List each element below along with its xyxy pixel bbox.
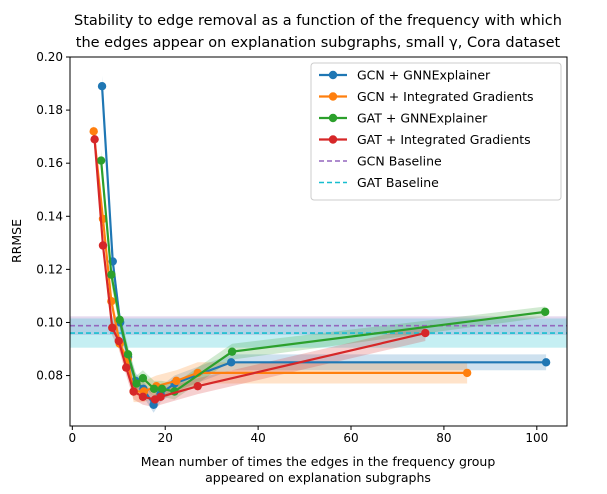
x-tick-label-0: 0 [69, 431, 77, 445]
series-0-point-10 [541, 358, 551, 367]
x-tick-label-3: 60 [343, 431, 358, 445]
data-series [89, 82, 551, 409]
series-3-point-6 [138, 392, 148, 401]
chart-title-line-2: the edges appear on explanation subgraph… [76, 35, 561, 51]
series-2-point-7 [157, 384, 167, 394]
series-3-point-5 [129, 387, 138, 396]
series-2-point-5 [138, 374, 148, 383]
series-3-point-2 [108, 323, 117, 332]
series-3-point-9 [193, 381, 202, 391]
legend-box [310, 62, 562, 201]
series-2-point-6 [149, 384, 159, 394]
series-3-point-0 [90, 135, 99, 144]
series-1-point-8 [172, 376, 181, 386]
series-1-point-0 [89, 127, 98, 136]
series-3-point-8 [156, 392, 165, 401]
series-1-point-10 [462, 368, 472, 378]
y-tick-label-2: 0.12 [36, 262, 63, 276]
y-axis-ticks: 0.08 0.10 0.12 0.14 0.16 0.18 0.20 [36, 50, 70, 383]
series-0-point-9 [226, 358, 236, 367]
x-tick-label-2: 40 [250, 431, 265, 445]
legend-label-0: GCN + GNNExplainer [357, 68, 491, 83]
y-tick-label-6: 0.20 [36, 50, 63, 64]
y-tick-label-4: 0.16 [36, 156, 63, 170]
legend-label-2: GAT + GNNExplainer [357, 111, 488, 126]
legend-label-5: GAT Baseline [357, 175, 439, 190]
series-band-2 [101, 149, 546, 400]
series-3-point-10 [421, 328, 430, 338]
y-axis-label: RRMSE [9, 219, 24, 263]
series-2-point-10 [540, 307, 550, 317]
series-2-point-0 [96, 156, 106, 165]
legend-label-4: GCN Baseline [357, 154, 442, 169]
x-axis-label-line-2: appeared on explanation subgraphs [205, 470, 431, 485]
series-2-point-9 [227, 347, 237, 356]
series-3-point-3 [114, 336, 123, 346]
legend-marker-0 [328, 70, 338, 80]
legend-label-3: GAT + Integrated Gradients [357, 132, 531, 147]
legend-marker-3 [328, 135, 338, 144]
baseline-lines [70, 324, 567, 334]
legend-marker-1 [328, 92, 338, 101]
y-tick-label-5: 0.18 [36, 103, 63, 117]
y-tick-label-0: 0.08 [36, 369, 63, 383]
plot-frame [69, 56, 568, 427]
y-tick-label-1: 0.10 [36, 315, 63, 329]
y-tick-label-3: 0.14 [36, 209, 63, 223]
x-tick-label-1: 20 [158, 431, 173, 445]
series-2-point-4 [132, 379, 141, 388]
series-3-point-4 [122, 363, 131, 372]
legend-label-1: GCN + Integrated Gradients [357, 89, 534, 104]
series-0-point-0 [97, 82, 107, 91]
x-tick-label-5: 100 [525, 431, 548, 445]
chart-title-line-1: Stability to edge removal as a function … [74, 13, 562, 29]
series-2-point-3 [123, 350, 133, 359]
series-2-point-1 [107, 270, 116, 279]
x-axis-ticks: 0 20 40 60 80 100 [69, 426, 548, 445]
legend: GCN + GNNExplainer GCN + Integrated Gradi… [310, 62, 562, 201]
legend-marker-2 [328, 113, 338, 123]
x-axis-label-line-1: Mean number of times the edges in the fr… [141, 454, 496, 469]
series-3-point-1 [98, 241, 108, 250]
series-band-3 [94, 131, 426, 408]
series-2-point-2 [115, 315, 124, 325]
x-tick-label-4: 80 [436, 431, 451, 445]
